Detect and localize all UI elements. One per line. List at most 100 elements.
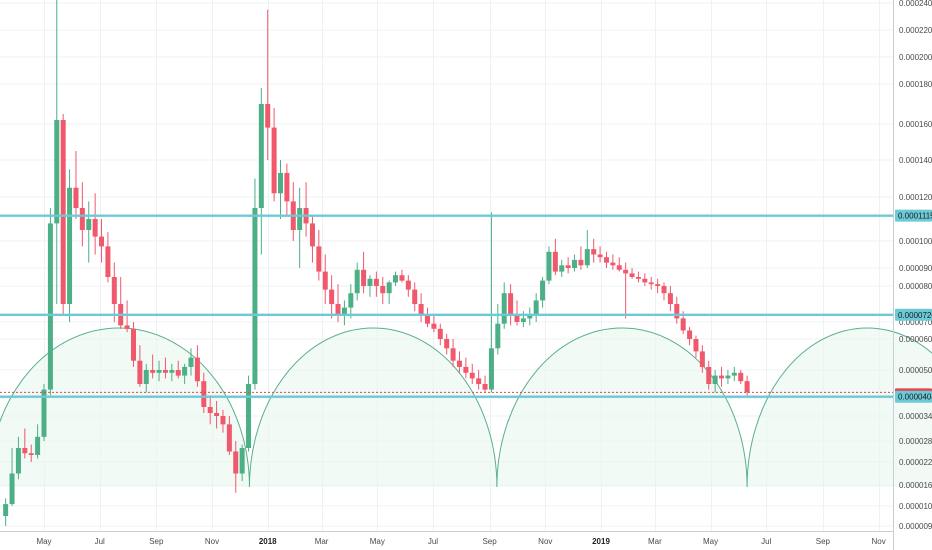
candle-body [67,187,73,304]
candle-body [137,360,143,384]
candle-body [412,289,418,304]
candle-body [86,219,92,230]
candle-body [469,372,475,379]
candle-body [610,262,616,266]
candle-body [182,366,188,376]
candle-body [201,381,207,407]
y-tick-label: 0.00016000 [899,120,932,129]
candle-body [527,314,533,319]
candle-body [54,120,60,224]
candle-body [207,407,213,413]
y-tick-label: 0.00022000 [899,26,932,35]
candle-body [35,436,41,455]
candle-body [246,384,252,448]
candle-body [629,273,635,277]
x-axis[interactable]: May Jul Sep Nov 2018 Mar May Jul Sep Nov 2019 Mar Ma… [36,537,885,546]
candle-body [322,271,328,290]
candle-body [456,360,462,367]
y-axis[interactable]: 0.00024000 0.00022000 0.00020000 0.00018000… [899,0,932,531]
level-badge-label: 0.00004046 [898,393,932,402]
candle-body [508,293,514,315]
cycle-arc-fill [249,327,497,487]
candle-body [693,339,699,352]
candle-body [105,246,111,277]
candle-body [661,286,667,294]
y-tick-label: 0.00024000 [899,0,932,8]
x-tick-label: Jul [95,537,105,546]
y-tick-label: 0.00009000 [899,264,932,273]
candle-body [162,370,168,373]
x-tick-label: Sep [482,537,497,546]
candle-body [335,304,341,315]
candle-body [552,251,558,272]
candle-body [603,257,609,263]
level-badge-bg [895,390,932,403]
candle-body [41,389,47,437]
candle-body [92,219,98,237]
candle-body [309,223,315,247]
y-tick-label: 0.00008000 [899,282,932,291]
candle-body [648,282,654,285]
candle-body [425,314,431,324]
candle-body [3,504,9,516]
candle-body [418,304,424,315]
y-tick-label: 0.00007000 [899,318,932,327]
candle-body [380,286,386,294]
horizontal-levels[interactable] [0,214,893,398]
candle-body [258,104,264,208]
candle-body [674,304,680,319]
cycle-arc [746,327,932,487]
candle-body [277,172,283,194]
y-tick-label: 0.00018000 [899,80,932,89]
candle-body [719,375,725,379]
candle-body [60,120,66,304]
candle-body [572,259,578,268]
level-badge-label: 0.00007200 [898,311,932,320]
cycle-arc [248,327,498,487]
candle-body [463,366,469,373]
candle-body [233,451,239,474]
cycle-arc [0,327,250,487]
candle-body [584,249,590,266]
x-tick-label: Jul [761,537,771,546]
y-tick-label: 0.00012000 [899,193,932,202]
candle-body [265,104,271,128]
candle-body [367,278,373,286]
y-tick-label: 0.00010000 [899,237,932,246]
candle-body [565,265,571,268]
candle-body [130,328,136,361]
x-tick-label: May [370,537,385,546]
candle-body [169,370,175,373]
candle-body [514,314,520,322]
y-tick-label: 0.00005000 [899,366,932,375]
candle-body [399,275,405,281]
candle-body [188,357,194,367]
price-badges: 0.00004??0.000111520.000072000.00004046 [895,209,932,403]
x-tick-label: Sep [816,537,831,546]
cycle-arc [496,327,748,487]
cycle-arc-fill [747,327,932,487]
y-tick-label: 0.00014000 [899,156,932,165]
candle-body [680,318,686,331]
candle-body [482,384,488,390]
y-tick-label: 0.00002200 [899,458,932,467]
x-tick-label: 2018 [259,537,277,546]
candle-body [297,208,303,230]
candle-body [731,372,737,376]
candles [3,0,750,526]
candle-body [361,269,367,286]
candle-body [520,318,526,322]
candle-body [488,348,494,390]
candle-body [546,251,552,281]
candle-body [373,278,379,286]
candle-body [450,348,456,361]
candle-body [623,269,629,274]
candle-body [252,208,258,384]
y-tick-label: 0.00003400 [899,412,932,421]
cycle-arcs [0,327,932,487]
x-tick-label: Nov [871,537,885,546]
x-tick-label: Sep [149,537,164,546]
candle-body [386,282,392,294]
candle-body [28,453,34,455]
